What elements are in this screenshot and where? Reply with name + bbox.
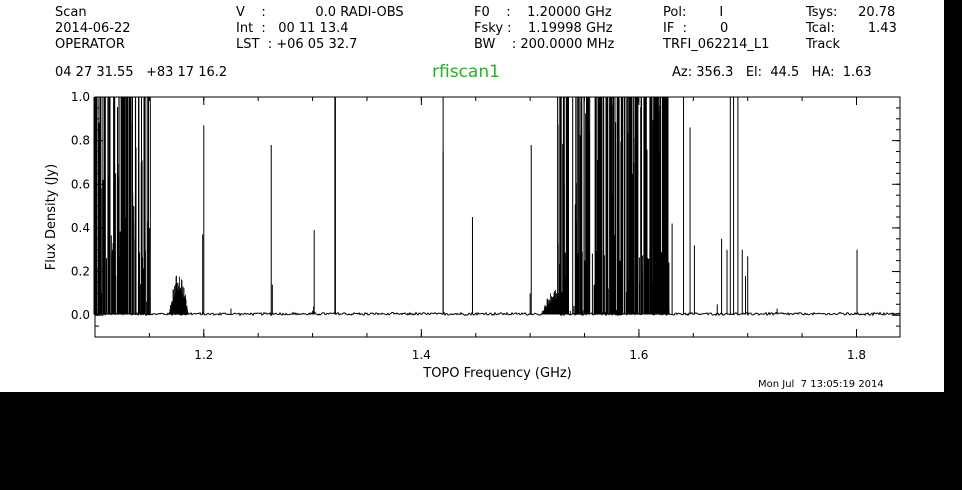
x-tick-label: 1.8 — [847, 348, 866, 362]
header-bandwidth: BW : 200.0000 MHz — [474, 37, 615, 52]
plot-frame — [94, 96, 901, 338]
header-lst: LST : +06 05 32.7 — [236, 37, 358, 52]
y-tick-label: 0.2 — [71, 265, 90, 279]
y-tick-label: 1.0 — [71, 90, 90, 104]
plot-title: rfiscan1 — [432, 62, 500, 82]
baseline-trace — [94, 311, 901, 317]
plot-panel — [0, 0, 944, 392]
x-tick-label: 1.6 — [629, 348, 648, 362]
spectral-bump — [168, 275, 189, 316]
header-f0: F0 : 1.20000 GHz — [474, 5, 612, 20]
header-observer: OPERATOR — [55, 37, 125, 52]
header-pointing: Az: 356.3 El: 44.5 HA: 1.63 — [672, 65, 872, 80]
plot-axes: 0.0 0.2 0.4 0.6 0.8 1.0 1.2 1.4 1.6 1.8 — [71, 90, 900, 362]
rfi-band — [658, 97, 670, 315]
header-scan-label: Scan — [55, 5, 87, 20]
x-axis-label: TOPO Frequency (GHz) — [422, 366, 571, 381]
x-tick-label: 1.2 — [194, 348, 213, 362]
plot-timestamp: Mon Jul 7 13:05:19 2014 — [758, 379, 884, 390]
header-integration: Int : 00 11 13.4 — [236, 21, 349, 36]
header-velocity: V : 0.0 RADI-OBS — [236, 5, 404, 20]
header-mode: Track — [806, 37, 841, 52]
header-source-name: TRFI_062214_L1 — [663, 37, 770, 52]
rfi-band — [557, 97, 639, 315]
header-date: 2014-06-22 — [55, 21, 131, 36]
x-tick-label: 1.4 — [412, 348, 431, 362]
y-tick-label: 0.4 — [71, 221, 90, 235]
header-fsky: Fsky : 1.19998 GHz — [474, 21, 613, 36]
y-tick-label: 0.0 — [71, 308, 90, 322]
y-tick-label: 0.6 — [71, 177, 90, 191]
spectrum-chart: 0.0 0.2 0.4 0.6 0.8 1.0 1.2 1.4 1.6 1.8 TOPO Freq… — [44, 90, 901, 381]
header-tsys: Tsys: 20.78 — [806, 5, 896, 20]
header-coordinates: 04 27 31.55 +83 17 16.2 — [55, 65, 228, 80]
header-pol: Pol: I — [663, 5, 724, 20]
header-if: IF : 0 — [663, 21, 729, 36]
rfi-band — [638, 97, 659, 315]
y-tick-label: 0.8 — [71, 134, 90, 148]
y-axis-label: Flux Density (Jy) — [44, 164, 59, 270]
header-tcal: Tcal: 1.43 — [806, 21, 897, 36]
spectrum-trace — [93, 97, 901, 317]
